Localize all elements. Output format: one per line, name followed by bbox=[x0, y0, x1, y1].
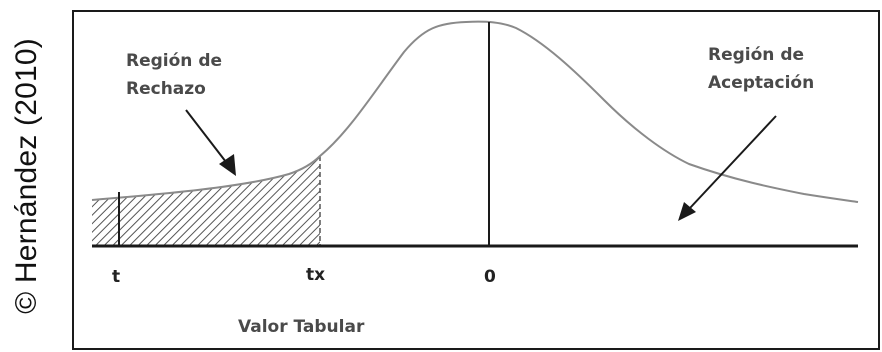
acceptance-arrow-shaft bbox=[689, 115, 777, 209]
rejection-arrow-shaft bbox=[185, 109, 227, 163]
distribution-figure: Región de Rechazo Región de Aceptación t… bbox=[72, 10, 880, 350]
rejection-label-line2: Rechazo bbox=[126, 79, 206, 99]
distribution-diagram: Región de Rechazo Región de Aceptación t… bbox=[91, 20, 859, 337]
acceptance-label-line2: Aceptación bbox=[708, 73, 814, 93]
distribution-curve bbox=[91, 20, 859, 203]
tick-label-zero: 0 bbox=[484, 267, 496, 287]
credit-column: © Hernández (2010) bbox=[0, 0, 56, 352]
tick-label-tx: tx bbox=[306, 265, 325, 285]
acceptance-label-line1: Región de bbox=[708, 45, 804, 65]
rejection-region-fill bbox=[92, 156, 320, 246]
tick-label-t: t bbox=[112, 267, 120, 287]
rejection-label-line1: Región de bbox=[126, 51, 222, 71]
rejection-arrow-head bbox=[219, 154, 236, 176]
copyright-credit: © Hernández (2010) bbox=[10, 38, 43, 314]
acceptance-arrow-head bbox=[678, 202, 696, 221]
x-axis-caption: Valor Tabular bbox=[238, 317, 365, 337]
